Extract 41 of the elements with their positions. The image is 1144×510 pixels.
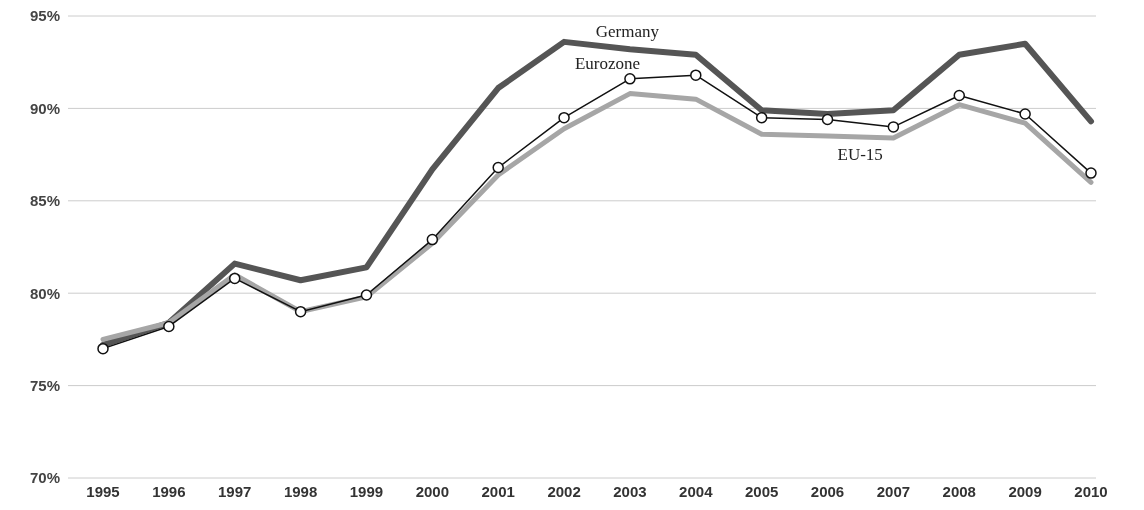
x-tick-label: 2000 bbox=[415, 482, 450, 500]
point bbox=[755, 111, 768, 124]
x-tick-label: 2010 bbox=[1074, 482, 1108, 500]
x-tick-label: 2008 bbox=[942, 482, 976, 500]
point bbox=[228, 272, 241, 285]
x-tick-label: 2005 bbox=[744, 482, 779, 500]
y-tick-label: 85% bbox=[29, 192, 60, 210]
x-tick-label: 2009 bbox=[1008, 482, 1042, 500]
point bbox=[953, 89, 966, 102]
y-tick-label: 80% bbox=[29, 284, 60, 302]
point bbox=[1019, 108, 1031, 120]
point bbox=[97, 342, 109, 355]
point bbox=[492, 161, 504, 174]
point bbox=[624, 73, 636, 85]
y-tick-label: 90% bbox=[29, 99, 60, 117]
x-tick-label: 2004 bbox=[679, 482, 714, 500]
x-tick-label: 2001 bbox=[481, 482, 515, 500]
series-label: Germany bbox=[595, 21, 660, 41]
y-tick-label: 70% bbox=[29, 469, 60, 487]
series-label: Eurozone bbox=[574, 53, 641, 73]
x-tick-label: 2002 bbox=[547, 482, 581, 500]
x-tick-label: 1996 bbox=[152, 482, 186, 500]
point bbox=[360, 289, 373, 301]
point bbox=[294, 305, 307, 318]
point bbox=[690, 69, 702, 81]
x-tick-label: 1999 bbox=[349, 482, 384, 500]
point bbox=[163, 320, 175, 333]
series-label: EU-15 bbox=[837, 145, 883, 165]
x-tick-label: 2003 bbox=[613, 482, 647, 500]
x-tick-label: 1998 bbox=[283, 482, 318, 500]
point bbox=[821, 113, 834, 126]
x-tick-label: 2006 bbox=[810, 482, 845, 500]
y-tick-label: 95% bbox=[29, 7, 60, 25]
y-tick-label: 75% bbox=[29, 376, 60, 394]
point bbox=[426, 233, 439, 246]
point bbox=[1085, 167, 1097, 179]
point bbox=[887, 121, 900, 133]
x-tick-label: 2007 bbox=[876, 482, 911, 500]
point bbox=[558, 111, 570, 124]
x-tick-label: 1995 bbox=[86, 482, 120, 500]
x-tick-label: 1997 bbox=[218, 482, 252, 500]
